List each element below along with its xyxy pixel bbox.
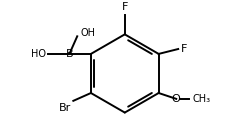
Text: F: F <box>121 2 127 12</box>
Text: Br: Br <box>59 103 71 113</box>
Text: OH: OH <box>80 28 95 38</box>
Text: B: B <box>65 49 73 59</box>
Text: CH₃: CH₃ <box>192 94 210 104</box>
Text: F: F <box>180 44 187 54</box>
Text: HO: HO <box>31 49 46 59</box>
Text: O: O <box>171 94 180 104</box>
